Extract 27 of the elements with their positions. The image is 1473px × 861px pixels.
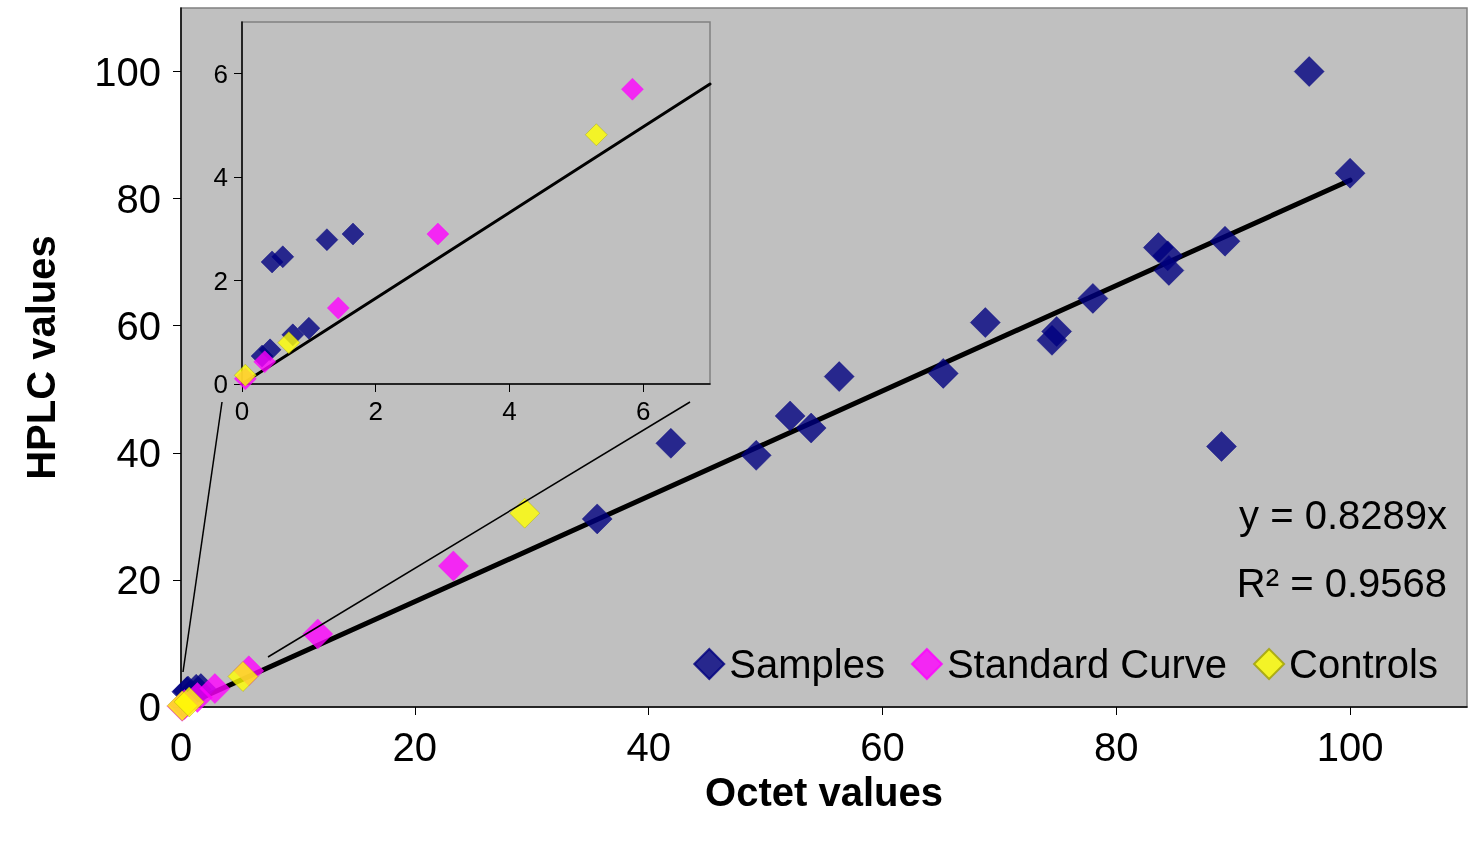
x-tick-label: 100 xyxy=(1316,725,1384,769)
legend-label: Controls xyxy=(1289,642,1439,686)
x-tick-label: 60 xyxy=(860,725,905,769)
x-tick-label: 4 xyxy=(502,396,517,426)
annotation: y = 0.8289x xyxy=(1239,493,1447,537)
y-tick-label: 0 xyxy=(138,685,161,729)
y-tick-label: 2 xyxy=(213,265,228,296)
y-tick-label: 80 xyxy=(116,176,161,221)
y-axis-title: HPLC values xyxy=(19,235,63,480)
x-tick-label: 6 xyxy=(635,396,651,426)
x-tick-label: 20 xyxy=(392,725,438,769)
y-tick-label: 0 xyxy=(213,369,228,399)
y-tick-label: 60 xyxy=(116,303,161,348)
x-tick-label: 0 xyxy=(234,396,250,426)
y-tick-label: 6 xyxy=(213,58,228,89)
y-tick-label: 20 xyxy=(116,557,161,602)
legend-label: Samples xyxy=(729,642,885,686)
x-axis-title: Octet values xyxy=(705,769,943,814)
legend-label: Standard Curve xyxy=(946,642,1228,686)
y-tick-label: 100 xyxy=(94,49,161,94)
y-tick-label: 4 xyxy=(213,162,228,193)
y-tick-label: 40 xyxy=(116,430,161,475)
x-tick-label: 2 xyxy=(368,396,383,426)
x-tick-label: 40 xyxy=(626,725,671,769)
x-tick-label: 0 xyxy=(169,725,193,769)
x-tick-label: 80 xyxy=(1094,725,1139,769)
annotation: R² = 0.9568 xyxy=(1236,561,1447,605)
